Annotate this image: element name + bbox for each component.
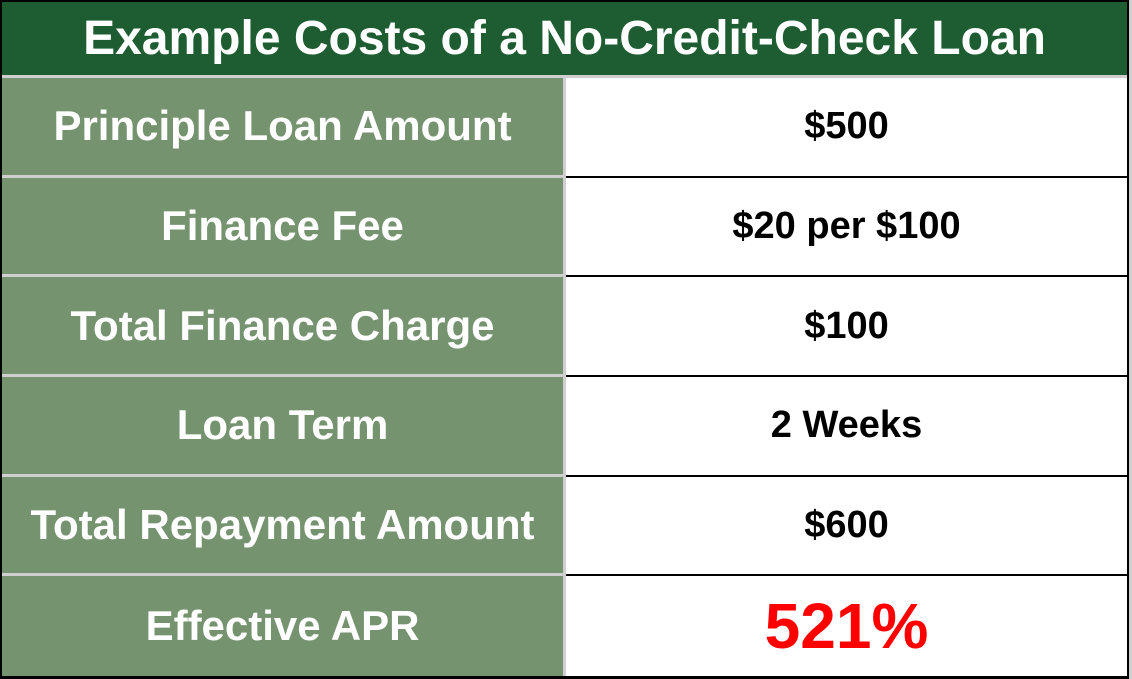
table-row: Total Repayment Amount $600 — [2, 476, 1127, 577]
table-row: Loan Term 2 Weeks — [2, 377, 1127, 477]
row-value: $600 — [566, 476, 1127, 577]
row-label: Finance Fee — [2, 177, 566, 278]
row-value: $100 — [566, 277, 1127, 378]
row-value: $500 — [566, 78, 1127, 178]
table-row: Total Finance Charge $100 — [2, 277, 1127, 378]
row-label: Effective APR — [2, 576, 566, 677]
row-value-apr: 521% — [566, 576, 1127, 677]
table-body: Principle Loan Amount $500 Finance Fee $… — [2, 78, 1127, 677]
row-label: Principle Loan Amount — [2, 78, 566, 178]
row-label: Loan Term — [2, 377, 566, 477]
row-value: 2 Weeks — [566, 377, 1127, 477]
table-row: Principle Loan Amount $500 — [2, 78, 1127, 178]
table-row: Finance Fee $20 per $100 — [2, 177, 1127, 278]
table-row: Effective APR 521% — [2, 576, 1127, 677]
row-label: Total Repayment Amount — [2, 476, 566, 577]
row-label: Total Finance Charge — [2, 277, 566, 378]
table-title: Example Costs of a No-Credit-Check Loan — [2, 2, 1127, 78]
row-value: $20 per $100 — [566, 177, 1127, 278]
